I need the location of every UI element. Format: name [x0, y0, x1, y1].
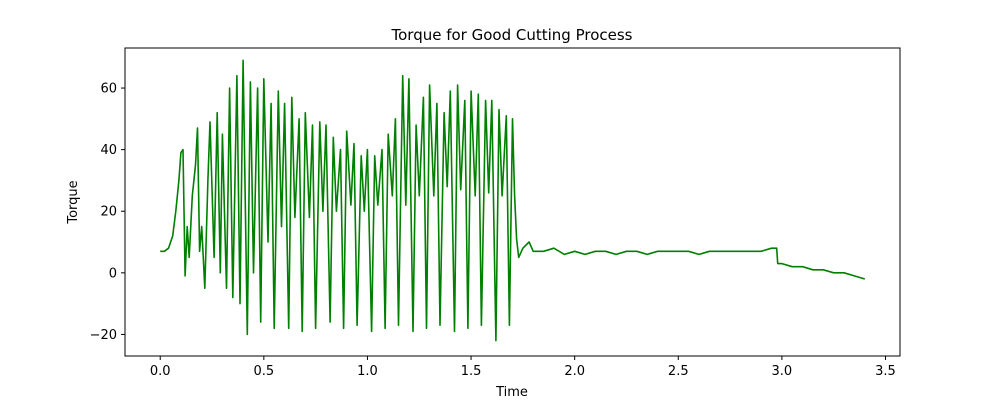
y-tick-label: 40: [100, 143, 117, 158]
x-tick-label: 1.0: [357, 364, 378, 379]
y-axis-ticks: −20 0 20 40 60: [90, 82, 125, 343]
y-tick-label: 60: [100, 82, 117, 97]
x-tick-label: 2.5: [668, 364, 689, 379]
x-axis-ticks: 0.0 0.5 1.0 1.5 2.0 2.5 3.0 3.5: [150, 356, 896, 379]
y-tick-label: 20: [100, 205, 117, 220]
y-tick-label: 0: [109, 266, 117, 281]
x-tick-label: 2.0: [564, 364, 585, 379]
plot-frame: [124, 47, 901, 357]
x-tick-label: 0.0: [150, 364, 171, 379]
x-axis-label: Time: [495, 385, 528, 400]
y-axis-label: Torque: [66, 180, 81, 224]
x-tick-label: 3.5: [875, 364, 896, 379]
chart-title: Torque for Good Cutting Process: [391, 26, 633, 44]
x-tick-label: 0.5: [253, 364, 274, 379]
y-tick-label: −20: [90, 328, 117, 343]
x-tick-label: 3.0: [772, 364, 793, 379]
x-tick-label: 1.5: [461, 364, 482, 379]
torque-series-line: [160, 59, 866, 342]
plot-area: [160, 59, 866, 342]
